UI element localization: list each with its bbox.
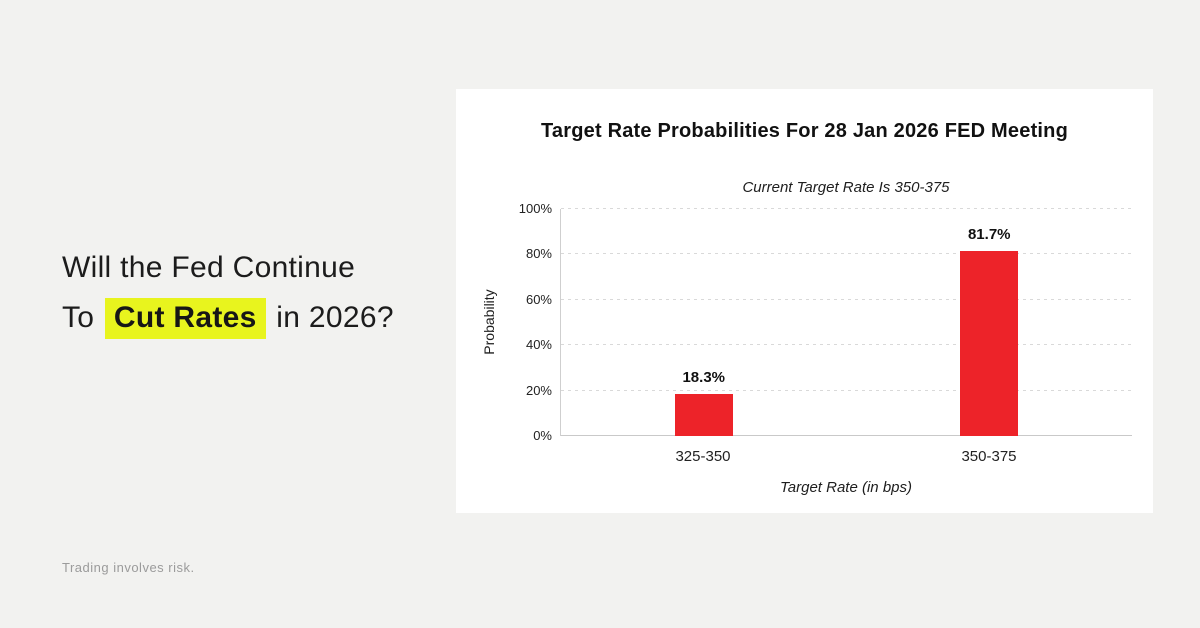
headline: Will the Fed Continue To Cut Rates in 20… [62,243,394,343]
plot-area: 18.3% 81.7% [560,208,1132,436]
x-axis-label: Target Rate (in bps) [779,479,912,496]
y-tick-label: 60% [525,291,552,307]
x-tick-label: 350-375 [961,448,1017,465]
headline-line2-suffix: in 2026? [267,301,394,334]
y-tick-label: 0% [533,428,552,443]
headline-line2-prefix: To [62,301,103,334]
y-tick-label: 20% [525,382,552,398]
probability-bar [674,394,733,436]
bar-value-label: 18.3% [682,369,726,387]
x-axis-baseline [561,435,1132,436]
gridline [561,208,1132,209]
bar-group: 81.7% [960,225,1019,436]
y-tick-label: 100% [518,201,552,216]
y-tick-label: 40% [525,337,552,353]
chart-title: Target Rate Probabilities For 28 Jan 202… [540,120,1069,142]
disclaimer-text: Trading involves risk. [62,560,195,575]
headline-line1: Will the Fed Continue [62,251,356,284]
probability-bar [960,250,1019,436]
gridline [561,253,1132,255]
gridline [561,389,1132,391]
bar-group: 18.3% [674,369,733,436]
headline-highlight: Cut Rates [104,298,266,339]
x-tick-label: 325-350 [675,448,731,465]
gridline [561,344,1132,346]
bar-value-label: 81.7% [967,225,1011,243]
gridline [561,298,1132,300]
x-axis-ticks: 325-350 350-375 [560,448,1132,468]
y-axis-ticks: 0% 20% 40% 60% 80% 100% [490,201,552,443]
y-tick-label: 80% [525,246,552,262]
chart-card: Target Rate Probabilities For 28 Jan 202… [456,89,1153,513]
chart-subtitle: Current Target Rate Is 350-375 [742,179,950,196]
